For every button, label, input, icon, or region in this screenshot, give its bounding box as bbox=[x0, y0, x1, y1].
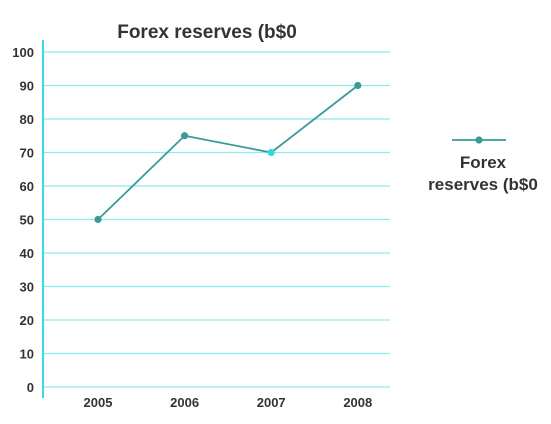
x-tick-label: 2007 bbox=[257, 395, 286, 410]
series-line bbox=[97, 84, 359, 221]
data-point bbox=[267, 148, 275, 157]
y-tick-label: 60 bbox=[20, 179, 34, 194]
data-point bbox=[181, 132, 189, 140]
y-tick-label: 70 bbox=[20, 146, 34, 161]
legend-marker bbox=[475, 136, 483, 144]
y-tick-label: 10 bbox=[20, 347, 34, 362]
y-tick-label: 40 bbox=[20, 246, 34, 261]
y-tick-label: 100 bbox=[12, 45, 34, 60]
series bbox=[94, 81, 362, 224]
data-point bbox=[94, 215, 102, 224]
x-tick-label: 2006 bbox=[170, 395, 199, 410]
x-axis-ticks: 2005 2006 2007 2008 bbox=[84, 395, 373, 410]
y-tick-label: 50 bbox=[20, 213, 34, 228]
y-tick-label: 30 bbox=[20, 280, 34, 295]
y-tick-label: 20 bbox=[20, 313, 34, 328]
legend-label: Forex bbox=[460, 153, 507, 172]
data-point bbox=[354, 81, 362, 90]
chart-title: Forex reserves (b$0 bbox=[117, 22, 297, 43]
y-axis-ticks: 0 10 20 30 40 50 60 70 80 90 100 bbox=[12, 45, 34, 395]
y-tick-label: 0 bbox=[27, 380, 34, 395]
y-tick-label: 80 bbox=[20, 112, 34, 127]
x-tick-label: 2008 bbox=[343, 395, 372, 410]
x-tick-label: 2005 bbox=[84, 395, 113, 410]
y-tick-label: 90 bbox=[20, 79, 34, 94]
legend-label: reserves (b$0 bbox=[428, 175, 538, 194]
legend: Forex reserves (b$0 bbox=[428, 136, 538, 194]
